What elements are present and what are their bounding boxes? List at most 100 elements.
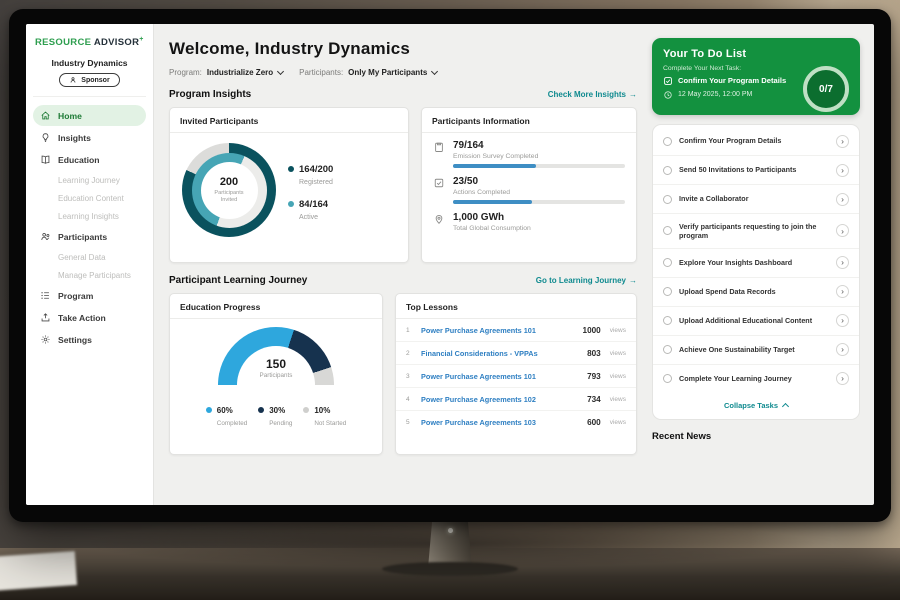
- brand-primary: RESOURCE: [35, 37, 92, 49]
- todo-due-label: 12 May 2025, 12:00 PM: [678, 90, 753, 98]
- donut-legend: 164/200 Registered 84/164 Active: [288, 151, 333, 229]
- sidebar-item-home[interactable]: Home: [33, 105, 146, 127]
- lesson-title-link[interactable]: Power Purchase Agreements 101: [421, 371, 536, 381]
- task-row-upload-spend-data[interactable]: Upload Spend Data Records ›: [653, 278, 859, 307]
- screen: RESOURCE ADVISOR+ Industry Dynamics Spon…: [26, 24, 874, 505]
- sidebar-item-take-action[interactable]: Take Action: [33, 307, 146, 328]
- sidebar-item-label: Settings: [58, 334, 92, 345]
- sidebar-item-learning-insights[interactable]: Learning Insights: [58, 211, 119, 221]
- lesson-title-link[interactable]: Financial Considerations - VPPAs: [421, 348, 538, 358]
- sidebar: RESOURCE ADVISOR+ Industry Dynamics Spon…: [26, 24, 154, 505]
- lesson-row[interactable]: 2 Financial Considerations - VPPAs 803 v…: [396, 342, 636, 365]
- lesson-title-link[interactable]: Power Purchase Agreements 103: [421, 417, 536, 427]
- legend-item-active: 84/164 Active: [288, 194, 333, 221]
- progress-fill: [453, 164, 536, 168]
- sidebar-item-manage-participants[interactable]: Manage Participants: [58, 270, 131, 280]
- collapse-tasks-button[interactable]: Collapse Tasks: [653, 393, 859, 419]
- go-to-learning-journey-link[interactable]: Go to Learning Journey →: [536, 276, 637, 285]
- task-checkbox[interactable]: [663, 258, 672, 268]
- task-label: Verify participants requesting to join t…: [679, 221, 817, 240]
- list-icon: [40, 290, 51, 301]
- participants-filter-select[interactable]: Only My Participants: [348, 67, 439, 77]
- legend-value: 164/200: [299, 164, 334, 175]
- task-checkbox[interactable]: [663, 287, 672, 297]
- task-row-invite-collaborator[interactable]: Invite a Collaborator ›: [653, 185, 859, 214]
- legend-label: Registered: [299, 179, 333, 186]
- check-square-icon: [433, 176, 445, 204]
- todo-tasks-card: Confirm Your Program Details › Send 50 I…: [652, 124, 860, 420]
- task-row-confirm-program[interactable]: Confirm Your Program Details ›: [653, 127, 859, 156]
- lesson-row[interactable]: 3 Power Purchase Agreements 101 793 view…: [396, 365, 636, 388]
- legend-dot: [288, 201, 294, 207]
- chevron-down-icon: [277, 67, 285, 75]
- task-checkbox[interactable]: [663, 194, 672, 204]
- sidebar-item-participants[interactable]: Participants: [33, 226, 146, 247]
- task-checkbox[interactable]: [663, 136, 672, 146]
- chevron-right-icon[interactable]: ›: [836, 372, 849, 386]
- task-checkbox[interactable]: [663, 165, 672, 175]
- sidebar-item-general-data[interactable]: General Data: [58, 252, 106, 262]
- learning-cards-row: Education Progress 150 Participants: [169, 293, 637, 455]
- sidebar-item-program[interactable]: Program: [33, 285, 146, 306]
- progress-bar: [453, 200, 625, 204]
- lesson-title-link[interactable]: Power Purchase Agreements 101: [421, 325, 536, 335]
- info-value: 79/164: [453, 140, 484, 151]
- task-row-explore-insights[interactable]: Explore Your Insights Dashboard ›: [653, 249, 859, 278]
- app-logo[interactable]: RESOURCE ADVISOR+: [33, 34, 146, 56]
- brand-secondary: ADVISOR: [93, 37, 140, 49]
- chevron-right-icon[interactable]: ›: [836, 314, 849, 328]
- participants-filter-value: Only My Participants: [348, 68, 428, 77]
- chevron-right-icon[interactable]: ›: [836, 256, 849, 270]
- lesson-row[interactable]: 4 Power Purchase Agreements 102 734 view…: [396, 388, 636, 411]
- chevron-right-icon[interactable]: ›: [836, 285, 849, 299]
- top-lessons-card: Top Lessons 1 Power Purchase Agreements …: [395, 293, 637, 455]
- filters-bar: Program: Industrialize Zero Participants…: [169, 67, 637, 77]
- chevron-right-icon[interactable]: ›: [836, 224, 849, 238]
- task-label: Upload Additional Educational Content: [679, 316, 813, 326]
- chevron-right-icon[interactable]: ›: [836, 163, 849, 177]
- lesson-views-unit: views: [609, 418, 626, 426]
- chevron-right-icon[interactable]: ›: [836, 343, 849, 357]
- lesson-views: 734: [587, 394, 601, 404]
- program-filter-select[interactable]: Industrialize Zero: [206, 67, 285, 77]
- monitor-frame: RESOURCE ADVISOR+ Industry Dynamics Spon…: [9, 9, 891, 522]
- donut-center-label: Participants Invited: [214, 189, 244, 203]
- users-icon: [40, 231, 51, 242]
- legend-item-not-started: 10% Not Started: [303, 400, 346, 427]
- task-row-verify-participants[interactable]: Verify participants requesting to join t…: [653, 214, 859, 249]
- task-row-complete-learning-journey[interactable]: Complete Your Learning Journey ›: [653, 365, 859, 393]
- learning-journey-header: Participant Learning Journey Go to Learn…: [169, 275, 637, 286]
- info-label: Actions Completed: [453, 189, 511, 196]
- info-value: 1,000 GWh: [453, 212, 505, 223]
- lesson-title-link[interactable]: Power Purchase Agreements 102: [421, 394, 536, 404]
- task-row-upload-educational-content[interactable]: Upload Additional Educational Content ›: [653, 307, 859, 336]
- sidebar-item-education[interactable]: Education: [33, 149, 146, 170]
- task-checkbox[interactable]: [663, 226, 672, 236]
- task-label: Upload Spend Data Records: [679, 287, 776, 297]
- task-checkbox[interactable]: [663, 374, 672, 384]
- sidebar-item-settings[interactable]: Settings: [33, 329, 146, 350]
- task-checkbox[interactable]: [663, 345, 672, 355]
- sidebar-item-learning-journey[interactable]: Learning Journey: [58, 175, 120, 185]
- person-icon: [69, 76, 77, 84]
- lesson-row[interactable]: 1 Power Purchase Agreements 101 1000 vie…: [396, 319, 636, 342]
- info-value: 23/50: [453, 176, 479, 187]
- power-led: [448, 528, 453, 533]
- program-filter-value: Industrialize Zero: [206, 68, 274, 77]
- education-progress-card: Education Progress 150 Participants: [169, 293, 383, 455]
- task-checkbox[interactable]: [663, 316, 672, 326]
- task-row-send-invitations[interactable]: Send 50 Invitations to Participants ›: [653, 156, 859, 185]
- sidebar-item-education-content[interactable]: Education Content: [58, 193, 124, 203]
- todo-next-task-label: Confirm Your Program Details: [678, 76, 787, 86]
- check-more-insights-link[interactable]: Check More Insights →: [548, 90, 637, 99]
- chevron-right-icon[interactable]: ›: [836, 192, 849, 206]
- sponsor-badge[interactable]: Sponsor: [59, 73, 120, 88]
- chevron-right-icon[interactable]: ›: [836, 134, 849, 148]
- lesson-row[interactable]: 5 Power Purchase Agreements 103 600 view…: [396, 411, 636, 433]
- sidebar-item-insights[interactable]: Insights: [33, 127, 146, 148]
- info-row-emission-survey: 79/164 Emission Survey Completed: [433, 140, 625, 168]
- card-title: Top Lessons: [396, 294, 636, 319]
- task-row-achieve-target[interactable]: Achieve One Sustainability Target ›: [653, 336, 859, 365]
- lesson-rank: 1: [406, 326, 410, 334]
- page-title: Welcome, Industry Dynamics: [169, 39, 411, 58]
